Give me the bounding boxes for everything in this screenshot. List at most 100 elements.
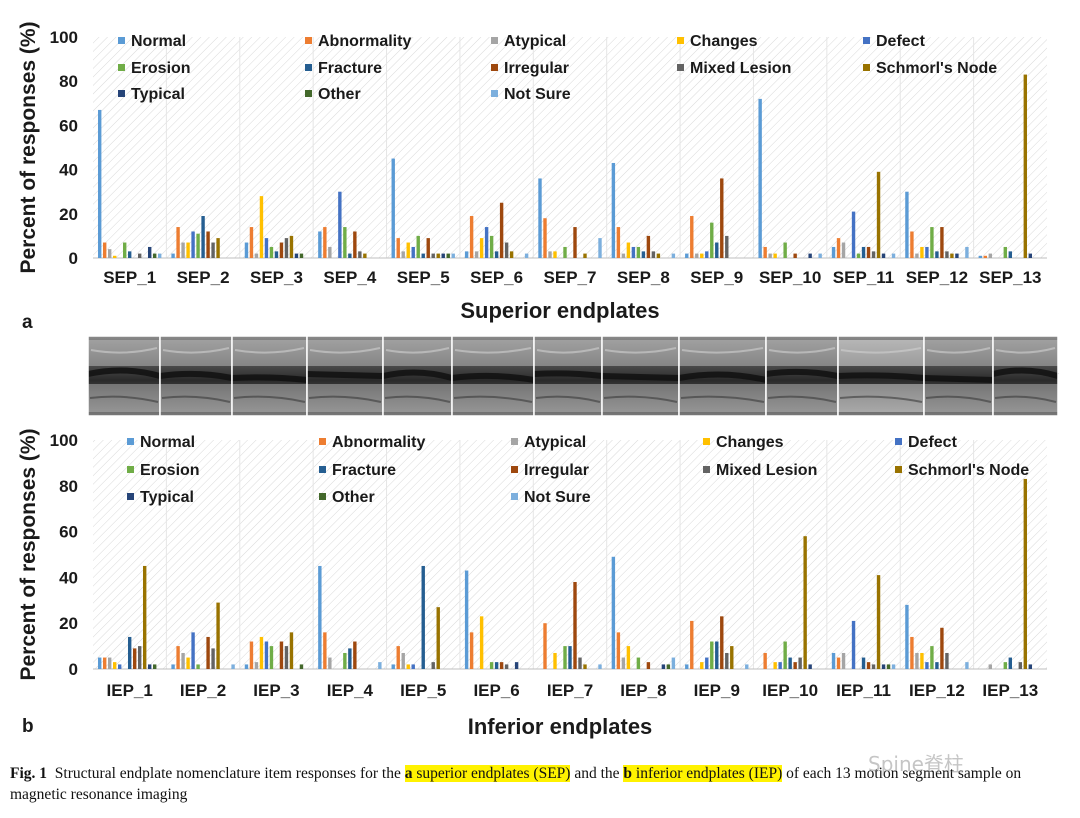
bar-erosion-iep-12 xyxy=(930,646,934,669)
bar-changes-iep-5 xyxy=(406,664,410,669)
bar-atypical-sep-10 xyxy=(768,253,772,258)
bar-mixed-lesion-sep-9 xyxy=(725,235,729,258)
legend-swatch-mixed-lesion xyxy=(703,466,710,473)
legend-label-erosion: Erosion xyxy=(140,462,200,479)
bar-defect-iep-10 xyxy=(778,662,782,669)
x-tick-label: IEP_13 xyxy=(982,681,1038,700)
bar-not-sure-iep-7 xyxy=(598,664,602,669)
bar-mixed-lesion-iep-11 xyxy=(871,664,876,669)
y-tick-label: 20 xyxy=(59,614,78,633)
bar-normal-iep-5 xyxy=(391,664,395,669)
bar-schmorl-s-node-sep-13 xyxy=(1023,74,1028,258)
legend-swatch-normal xyxy=(118,37,125,44)
bar-changes-iep-2 xyxy=(186,657,190,669)
bar-other-iep-8 xyxy=(666,664,671,669)
bar-atypical-sep-12 xyxy=(915,253,919,258)
bar-defect-iep-3 xyxy=(264,641,269,669)
mri-thumbnail xyxy=(451,335,535,417)
bar-abnormality-iep-10 xyxy=(763,652,767,669)
bar-typical-iep-6 xyxy=(514,662,519,669)
bar-atypical-iep-12 xyxy=(915,652,919,669)
bar-erosion-sep-6 xyxy=(489,235,494,258)
bar-other-sep-1 xyxy=(152,253,157,258)
bar-schmorl-s-node-sep-6 xyxy=(509,251,514,258)
texture-line xyxy=(536,347,600,354)
bar-typical-sep-12 xyxy=(955,253,959,258)
bar-fracture-iep-9 xyxy=(715,641,719,669)
legend-label-typical: Typical xyxy=(131,86,185,103)
bar-erosion-sep-10 xyxy=(783,242,787,258)
bar-schmorl-s-node-sep-12 xyxy=(950,253,954,258)
disc-space xyxy=(306,371,384,379)
bar-irregular-iep-6 xyxy=(499,662,504,669)
bar-erosion-iep-10 xyxy=(783,641,787,669)
legend-label-typical: Typical xyxy=(140,489,194,506)
bar-normal-iep-12 xyxy=(905,604,909,669)
bar-normal-sep-3 xyxy=(244,242,249,258)
bar-atypical-sep-13 xyxy=(988,253,993,258)
bar-normal-iep-4 xyxy=(318,565,322,669)
bar-fracture-iep-11 xyxy=(861,657,866,669)
legend-label-other: Other xyxy=(318,86,361,103)
x-tick-label: SEP_5 xyxy=(397,268,450,287)
bar-abnormality-sep-9 xyxy=(690,216,694,258)
bar-erosion-sep-5 xyxy=(416,235,420,258)
legend-swatch-other xyxy=(305,90,312,97)
bar-mixed-lesion-iep-7 xyxy=(578,657,582,669)
bar-mixed-lesion-iep-5 xyxy=(431,662,435,669)
bar-normal-sep-1 xyxy=(97,109,102,259)
bar-atypical-sep-7 xyxy=(548,251,552,258)
mri-image-strip xyxy=(87,335,1059,417)
texture-line xyxy=(840,347,922,354)
bar-abnormality-iep-12 xyxy=(910,636,914,669)
bar-abnormality-sep-7 xyxy=(543,218,547,258)
bar-mixed-lesion-iep-2 xyxy=(211,648,215,669)
bar-mixed-lesion-iep-12 xyxy=(945,652,949,669)
bar-fracture-sep-1 xyxy=(127,251,132,258)
bar-changes-sep-12 xyxy=(920,246,924,258)
bar-not-sure-sep-5 xyxy=(451,253,455,258)
bar-normal-sep-5 xyxy=(391,158,395,258)
bar-erosion-iep-4 xyxy=(343,652,347,669)
x-tick-label: IEP_7 xyxy=(547,681,593,700)
mri-thumbnail xyxy=(923,335,994,417)
texture-line xyxy=(162,347,230,354)
disc-space xyxy=(837,372,925,381)
bar-irregular-iep-9 xyxy=(720,616,724,669)
legend-label-irregular: Irregular xyxy=(504,60,569,77)
texture-line xyxy=(994,395,1057,403)
superior-endplates-chart: 0 20 40 60 80 100 Percent of responses (%) SEP_… xyxy=(17,21,1047,333)
texture-line xyxy=(925,395,992,403)
bar-schmorl-s-node-sep-5 xyxy=(436,253,440,258)
texture-line xyxy=(839,395,923,403)
y-tick-label: 60 xyxy=(59,523,78,542)
bar-fracture-sep-2 xyxy=(201,216,205,258)
bar-changes-iep-6 xyxy=(479,616,484,669)
legend-label-mixed-lesion: Mixed Lesion xyxy=(716,462,817,479)
texture-line xyxy=(308,395,382,403)
legend-label-changes: Changes xyxy=(716,434,784,451)
y-axis-label: Percent of responses (%) xyxy=(17,428,40,680)
x-tick-label: IEP_8 xyxy=(620,681,666,700)
texture-line xyxy=(926,347,991,354)
bar-irregular-iep-12 xyxy=(940,627,944,669)
disc-space xyxy=(992,367,1059,379)
legend-swatch-not-sure xyxy=(511,493,518,500)
bar-erosion-sep-3 xyxy=(269,246,274,258)
texture-line xyxy=(309,347,381,354)
bar-abnormality-sep-5 xyxy=(396,238,400,258)
bar-erosion-sep-4 xyxy=(343,227,347,258)
legend-swatch-mixed-lesion xyxy=(677,64,684,71)
texture-line xyxy=(680,395,765,403)
bar-fracture-iep-13 xyxy=(1008,657,1013,669)
bar-erosion-sep-13 xyxy=(1003,246,1008,258)
legend-label-not-sure: Not Sure xyxy=(524,489,591,506)
bar-normal-sep-13 xyxy=(978,255,983,258)
bar-defect-sep-2 xyxy=(191,231,195,258)
caption-sep: superior endplates (SEP) xyxy=(412,765,571,782)
bar-fracture-sep-5 xyxy=(421,253,425,258)
bar-normal-sep-6 xyxy=(464,251,469,258)
x-axis-label: Superior endplates xyxy=(460,298,659,323)
bar-schmorl-s-node-iep-11 xyxy=(876,575,881,669)
